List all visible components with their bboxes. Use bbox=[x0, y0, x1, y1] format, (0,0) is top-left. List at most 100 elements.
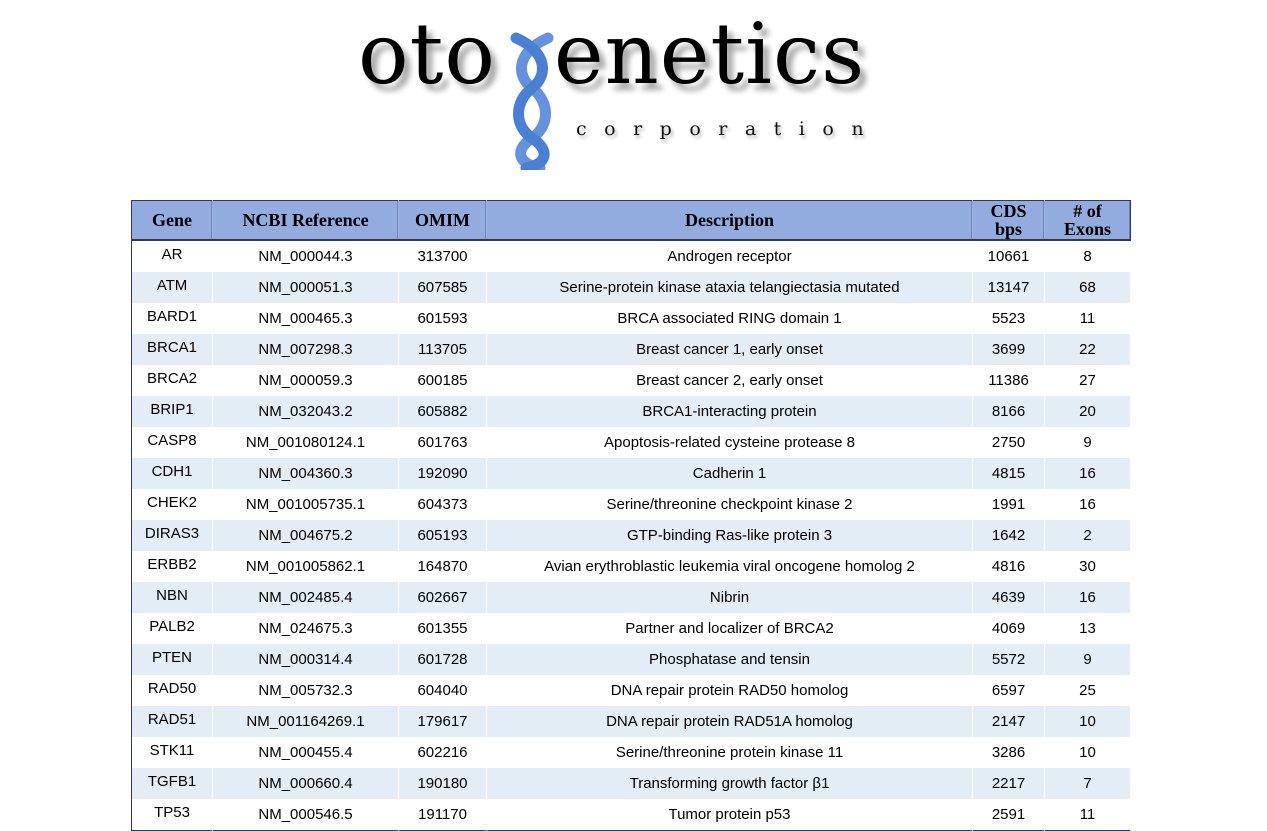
cell-omim: 190180 bbox=[398, 768, 487, 799]
cell-ncbi-reference: NM_001080124.1 bbox=[212, 427, 399, 458]
cell-cds-bps: 3699 bbox=[972, 334, 1045, 365]
cell-ncbi-reference: NM_000455.4 bbox=[212, 737, 399, 768]
cell-gene: RAD51 bbox=[131, 706, 213, 737]
logo-wordmark: oto enetics bbox=[358, 12, 865, 96]
cell-cds-bps: 4816 bbox=[972, 551, 1045, 582]
cell-exon-count: 16 bbox=[1044, 458, 1131, 489]
cell-gene: DIRAS3 bbox=[131, 520, 213, 551]
cell-gene: CASP8 bbox=[131, 427, 213, 458]
cell-cds-bps: 10661 bbox=[972, 240, 1045, 272]
cell-omim: 191170 bbox=[398, 799, 487, 831]
cell-exon-count: 9 bbox=[1044, 427, 1131, 458]
cell-cds-bps: 5523 bbox=[972, 303, 1045, 334]
cell-description: BRCA associated RING domain 1 bbox=[486, 303, 973, 334]
cell-exon-count: 9 bbox=[1044, 644, 1131, 675]
table-row: TGFB1 NM_000660.4 190180 Transforming growt… bbox=[131, 768, 1131, 799]
cell-exon-count: 22 bbox=[1044, 334, 1131, 365]
cell-ncbi-reference: NM_000314.4 bbox=[212, 644, 399, 675]
cell-cds-bps: 2147 bbox=[972, 706, 1045, 737]
cell-cds-bps: 2217 bbox=[972, 768, 1045, 799]
cell-omim: 601763 bbox=[398, 427, 487, 458]
cell-gene: NBN bbox=[131, 582, 213, 613]
cell-exon-count: 30 bbox=[1044, 551, 1131, 582]
table-row: CHEK2 NM_001005735.1 604373 Serine/threonin… bbox=[131, 489, 1131, 520]
cell-gene: TGFB1 bbox=[131, 768, 213, 799]
cell-exon-count: 16 bbox=[1044, 582, 1131, 613]
cell-omim: 604040 bbox=[398, 675, 487, 706]
column-header-omim: OMIM bbox=[398, 200, 487, 241]
table-row: AR NM_000044.3 313700 Androgen receptor 1066… bbox=[131, 240, 1131, 272]
cell-cds-bps: 4639 bbox=[972, 582, 1045, 613]
column-header-line: CDS bbox=[990, 201, 1027, 221]
cell-ncbi-reference: NM_000465.3 bbox=[212, 303, 399, 334]
cell-omim: 313700 bbox=[398, 240, 487, 272]
cell-gene: RAD50 bbox=[131, 675, 213, 706]
table-row: STK11 NM_000455.4 602216 Serine/threonine p… bbox=[131, 737, 1131, 768]
cell-description: Phosphatase and tensin bbox=[486, 644, 973, 675]
cell-cds-bps: 1642 bbox=[972, 520, 1045, 551]
cell-gene: AR bbox=[131, 240, 213, 272]
gene-panel-table: Gene NCBI Reference OMIM Description CDS bps #… bbox=[131, 200, 1131, 831]
cell-omim: 600185 bbox=[398, 365, 487, 396]
cell-exon-count: 2 bbox=[1044, 520, 1131, 551]
cell-cds-bps: 2750 bbox=[972, 427, 1045, 458]
cell-omim: 601355 bbox=[398, 613, 487, 644]
cell-ncbi-reference: NM_000051.3 bbox=[212, 272, 399, 303]
cell-description: Serine-protein kinase ataxia telangiecta… bbox=[486, 272, 973, 303]
cell-gene: STK11 bbox=[131, 737, 213, 768]
table-row: DIRAS3 NM_004675.2 605193 GTP-binding Ras-l… bbox=[131, 520, 1131, 551]
cell-gene: CDH1 bbox=[131, 458, 213, 489]
company-logo: oto enetics corporation bbox=[352, 12, 902, 172]
column-header-description: Description bbox=[486, 200, 973, 241]
cell-description: GTP-binding Ras-like protein 3 bbox=[486, 520, 973, 551]
cell-cds-bps: 4815 bbox=[972, 458, 1045, 489]
cell-ncbi-reference: NM_001164269.1 bbox=[212, 706, 399, 737]
cell-description: DNA repair protein RAD51A homolog bbox=[486, 706, 973, 737]
cell-ncbi-reference: NM_004675.2 bbox=[212, 520, 399, 551]
table-row: PTEN NM_000314.4 601728 Phosphatase and ten… bbox=[131, 644, 1131, 675]
cell-description: Androgen receptor bbox=[486, 240, 973, 272]
cell-gene: BRCA1 bbox=[131, 334, 213, 365]
cell-omim: 605193 bbox=[398, 520, 487, 551]
cell-exon-count: 11 bbox=[1044, 799, 1131, 831]
cell-omim: 164870 bbox=[398, 551, 487, 582]
cell-exon-count: 16 bbox=[1044, 489, 1131, 520]
cell-description: Serine/threonine protein kinase 11 bbox=[486, 737, 973, 768]
table-row: CDH1 NM_004360.3 192090 Cadherin 1 4815 16 bbox=[131, 458, 1131, 489]
cell-ncbi-reference: NM_000546.5 bbox=[212, 799, 399, 831]
cell-description: Cadherin 1 bbox=[486, 458, 973, 489]
table-row: CASP8 NM_001080124.1 601763 Apoptosis-relat… bbox=[131, 427, 1131, 458]
cell-description: Apoptosis-related cysteine protease 8 bbox=[486, 427, 973, 458]
cell-ncbi-reference: NM_024675.3 bbox=[212, 613, 399, 644]
table-row: ERBB2 NM_001005862.1 164870 Avian erythrobl… bbox=[131, 551, 1131, 582]
table-row: BRIP1 NM_032043.2 605882 BRCA1-interacting … bbox=[131, 396, 1131, 427]
table-row: NBN NM_002485.4 602667 Nibrin 4639 16 bbox=[131, 582, 1131, 613]
cell-cds-bps: 2591 bbox=[972, 799, 1045, 831]
cell-cds-bps: 1991 bbox=[972, 489, 1045, 520]
column-header-exon-count: # of Exons bbox=[1044, 200, 1131, 241]
cell-gene: BRCA2 bbox=[131, 365, 213, 396]
cell-omim: 601728 bbox=[398, 644, 487, 675]
cell-gene: ATM bbox=[131, 272, 213, 303]
cell-omim: 179617 bbox=[398, 706, 487, 737]
table-row: PALB2 NM_024675.3 601355 Partner and locali… bbox=[131, 613, 1131, 644]
table-row: RAD51 NM_001164269.1 179617 DNA repair prot… bbox=[131, 706, 1131, 737]
cell-omim: 113705 bbox=[398, 334, 487, 365]
cell-ncbi-reference: NM_000044.3 bbox=[212, 240, 399, 272]
table-body: AR NM_000044.3 313700 Androgen receptor 1066… bbox=[131, 240, 1131, 831]
cell-exon-count: 25 bbox=[1044, 675, 1131, 706]
cell-description: Avian erythroblastic leukemia viral onco… bbox=[486, 551, 973, 582]
cell-description: Breast cancer 2, early onset bbox=[486, 365, 973, 396]
table-header-row: Gene NCBI Reference OMIM Description CDS bps #… bbox=[131, 200, 1131, 241]
cell-ncbi-reference: NM_004360.3 bbox=[212, 458, 399, 489]
column-header-line: # of bbox=[1073, 201, 1102, 221]
cell-ncbi-reference: NM_007298.3 bbox=[212, 334, 399, 365]
cell-exon-count: 20 bbox=[1044, 396, 1131, 427]
cell-gene: ERBB2 bbox=[131, 551, 213, 582]
cell-ncbi-reference: NM_000660.4 bbox=[212, 768, 399, 799]
cell-gene: BARD1 bbox=[131, 303, 213, 334]
cell-gene: BRIP1 bbox=[131, 396, 213, 427]
cell-cds-bps: 11386 bbox=[972, 365, 1045, 396]
logo-word-right: enetics bbox=[553, 5, 866, 103]
cell-gene: PALB2 bbox=[131, 613, 213, 644]
